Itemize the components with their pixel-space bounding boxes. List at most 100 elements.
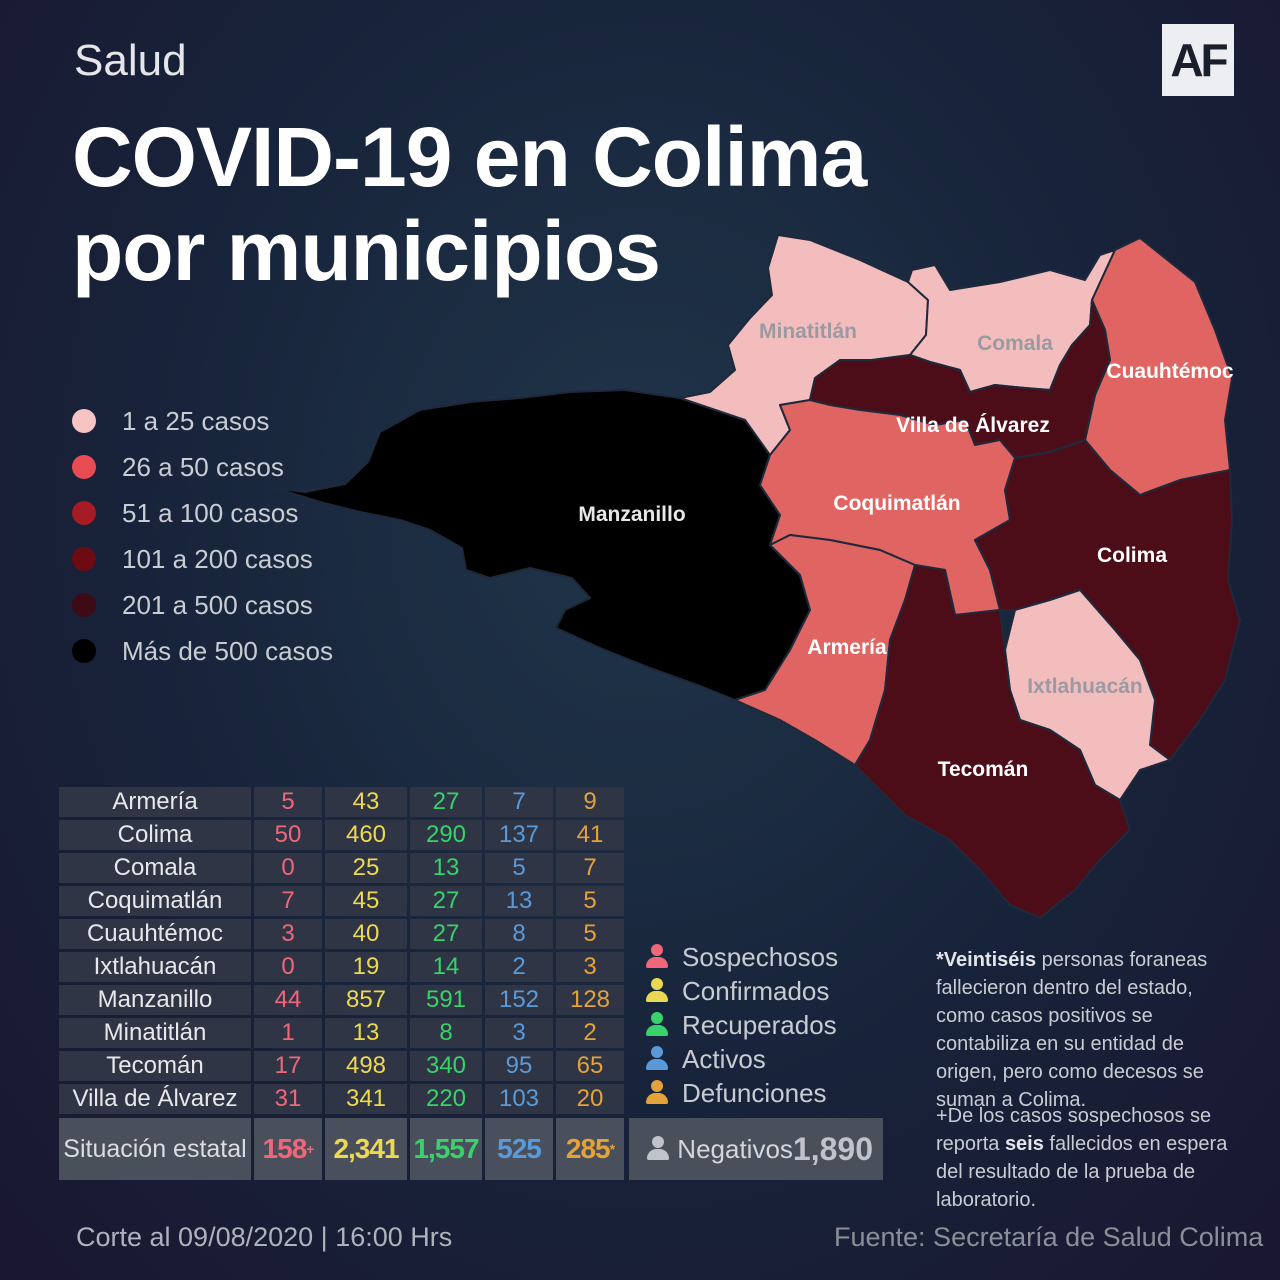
legend-item: 101 a 200 casos	[72, 536, 333, 582]
municipio-cell: Comala	[59, 853, 251, 883]
defunciones-cell: 7	[556, 853, 624, 883]
status-label: Recuperados	[682, 1009, 837, 1040]
legend-dot	[72, 639, 96, 663]
sospechosos-cell: 50	[254, 820, 322, 850]
status-item: Activos	[646, 1042, 838, 1076]
municipio-cell: Coquimatlán	[59, 886, 251, 916]
legend-label: 51 a 100 casos	[122, 497, 299, 528]
defunciones-cell: 20	[556, 1084, 624, 1114]
confirmados-cell: 460	[325, 820, 407, 850]
person-icon	[647, 1136, 669, 1162]
negativos-label: Negativos	[677, 1133, 793, 1164]
recuperados-cell: 27	[410, 919, 482, 949]
title-line-1: COVID-19 en Colima	[72, 110, 867, 204]
recuperados-cell: 27	[410, 886, 482, 916]
municipio-cell: Armería	[59, 787, 251, 817]
sospechosos-cell: 31	[254, 1084, 322, 1114]
legend-dot	[72, 409, 96, 433]
table-row: Ixtlahuacán 0 19 14 2 3	[59, 952, 624, 982]
table-row: Armería 5 43 27 7 9	[59, 787, 624, 817]
activos-cell: 3	[485, 1018, 553, 1048]
defunciones-cell: 41	[556, 820, 624, 850]
recuperados-cell: 13	[410, 853, 482, 883]
defunciones-cell: 128	[556, 985, 624, 1015]
legend-label: 201 a 500 casos	[122, 589, 313, 620]
municipio-cell: Minatitlán	[59, 1018, 251, 1048]
map-label-armeria: Armería	[807, 636, 887, 659]
confirmados-cell: 40	[325, 919, 407, 949]
title-line-2: por municipios	[72, 204, 661, 298]
legend-item: 1 a 25 casos	[72, 398, 333, 444]
table-row: Tecomán 17 498 340 95 65	[59, 1051, 624, 1081]
defunciones-cell: 5	[556, 886, 624, 916]
sospechosos-cell: 17	[254, 1051, 322, 1081]
af-logo: AF	[1162, 24, 1234, 96]
activos-cell: 13	[485, 886, 553, 916]
recuperados-cell: 27	[410, 787, 482, 817]
activos-cell: 137	[485, 820, 553, 850]
municipio-cell: Colima	[59, 820, 251, 850]
municipio-cell: Villa de Álvarez	[59, 1084, 251, 1114]
person-icon	[646, 944, 668, 970]
case-range-legend: 1 a 25 casos 26 a 50 casos 51 a 100 caso…	[72, 398, 333, 674]
legend-label: 1 a 25 casos	[122, 405, 270, 436]
table-row: Comala 0 25 13 5 7	[59, 853, 624, 883]
state-total-confirmados: 2,341	[325, 1118, 407, 1180]
activos-cell: 103	[485, 1084, 553, 1114]
person-icon	[646, 978, 668, 1004]
section-label: Salud	[74, 36, 187, 85]
map-label-colima: Colima	[1097, 544, 1167, 567]
status-label: Defunciones	[682, 1077, 827, 1108]
table-row: Manzanillo 44 857 591 152 128	[59, 985, 624, 1015]
legend-dot	[72, 455, 96, 479]
negativos-value: 1,890	[792, 1130, 873, 1167]
recuperados-cell: 14	[410, 952, 482, 982]
recuperados-cell: 340	[410, 1051, 482, 1081]
region-tecoman[interactable]	[854, 564, 1131, 919]
confirmados-cell: 13	[325, 1018, 407, 1048]
table-row: Minatitlán 1 13 8 3 2	[59, 1018, 624, 1048]
state-total-recuperados: 1,557	[410, 1118, 482, 1180]
activos-cell: 152	[485, 985, 553, 1015]
map-label-coquimatlan: Coquimatlán	[833, 492, 960, 515]
confirmados-cell: 341	[325, 1084, 407, 1114]
status-legend: Sospechosos Confirmados Recuperados Acti…	[646, 940, 838, 1110]
legend-label: 101 a 200 casos	[122, 543, 313, 574]
status-label: Sospechosos	[682, 941, 839, 972]
table-row: Cuauhtémoc 3 40 27 8 5	[59, 919, 624, 949]
status-item: Recuperados	[646, 1008, 838, 1042]
table-row: Colima 50 460 290 137 41	[59, 820, 624, 850]
defunciones-cell: 5	[556, 919, 624, 949]
state-total-activos: 525	[485, 1118, 553, 1180]
region-manzanillo[interactable]	[274, 389, 811, 701]
defunciones-cell: 2	[556, 1018, 624, 1048]
activos-cell: 2	[485, 952, 553, 982]
table-row: Coquimatlán 7 45 27 13 5	[59, 886, 624, 916]
person-icon	[646, 1012, 668, 1038]
person-icon	[646, 1046, 668, 1072]
legend-item: 201 a 500 casos	[72, 582, 333, 628]
sospechosos-cell: 3	[254, 919, 322, 949]
legend-dot	[72, 547, 96, 571]
confirmados-cell: 43	[325, 787, 407, 817]
confirmados-cell: 25	[325, 853, 407, 883]
map-label-ixtlahuacan: Ixtlahuacán	[1027, 675, 1143, 698]
status-item: Confirmados	[646, 974, 838, 1008]
state-total-defunciones: 285 *	[556, 1118, 624, 1180]
activos-cell: 7	[485, 787, 553, 817]
map-label-comala: Comala	[977, 332, 1053, 355]
confirmados-cell: 498	[325, 1051, 407, 1081]
municipio-cell: Tecomán	[59, 1051, 251, 1081]
sospechosos-cell: 1	[254, 1018, 322, 1048]
legend-dot	[72, 593, 96, 617]
defunciones-cell: 3	[556, 952, 624, 982]
map-label-minatitlan: Minatitlán	[759, 320, 857, 343]
footer-cutoff: Corte al 09/08/2020 | 16:00 Hrs	[76, 1222, 453, 1252]
note-sospechosos: +De los casos sospechosos se reporta sei…	[936, 1105, 1228, 1211]
legend-label: 26 a 50 casos	[122, 451, 284, 482]
activos-cell: 8	[485, 919, 553, 949]
defunciones-cell: 65	[556, 1051, 624, 1081]
map-label-manzanillo: Manzanillo	[578, 503, 685, 526]
municipal-data-table: Armería 5 43 27 7 9 Colima 50 460 290 137 41 Comala 0…	[56, 784, 627, 1117]
